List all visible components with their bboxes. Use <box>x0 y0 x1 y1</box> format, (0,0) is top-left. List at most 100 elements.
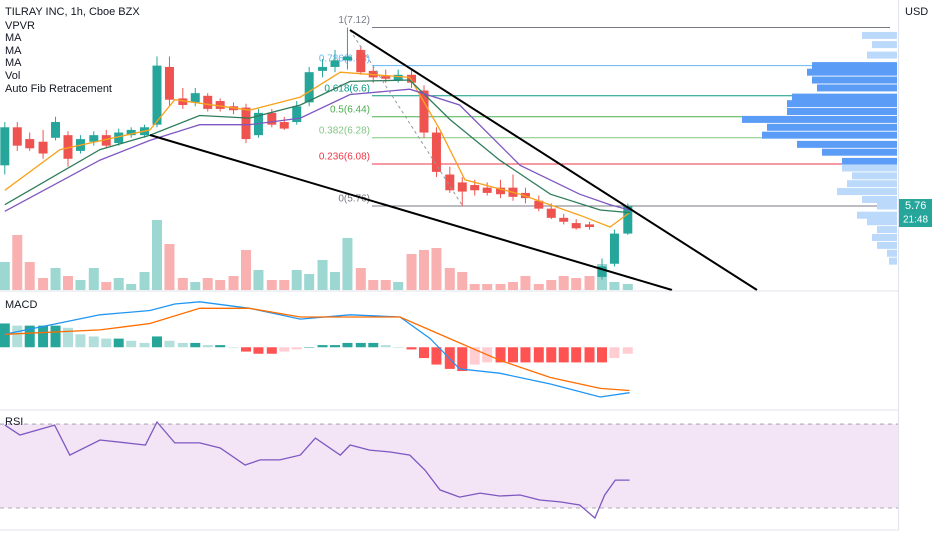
candle-body <box>126 129 136 136</box>
volume-bar <box>368 280 379 290</box>
volume-bar <box>406 254 417 290</box>
macd-histogram-bar <box>571 347 582 363</box>
macd-histogram-bar <box>418 347 429 359</box>
macd-histogram-bar <box>177 342 188 348</box>
main-layer <box>0 27 633 520</box>
macd-histogram-bar <box>406 347 417 350</box>
indicator-line <box>4 71 630 228</box>
candle-body <box>152 65 162 125</box>
macd-histogram-bar <box>228 347 239 348</box>
volume-bar <box>215 280 226 290</box>
volume-profile-row <box>742 115 897 123</box>
macd-histogram-bar <box>520 347 531 363</box>
candle-body <box>419 90 429 133</box>
volume-bar <box>317 260 328 290</box>
fib-label: 0.236(6.08) <box>319 152 370 163</box>
candle-body <box>101 135 111 146</box>
candle-body <box>164 66 174 100</box>
volume-bar <box>558 276 569 290</box>
volume-profile-row <box>817 84 897 92</box>
candle-body <box>38 141 48 154</box>
candle-body <box>571 223 581 229</box>
volume-profile-row <box>792 93 897 101</box>
volume-profile-row <box>842 164 897 172</box>
indicator-line <box>4 301 630 398</box>
macd-histogram-bar <box>253 347 264 354</box>
candle-body <box>534 200 544 209</box>
volume-bar <box>164 244 175 290</box>
macd-histogram-bar <box>12 325 23 348</box>
candle-body <box>267 112 277 125</box>
macd-histogram-bar <box>151 336 162 348</box>
last-price-label: 5.76 <box>905 200 926 212</box>
volume-bar <box>240 250 251 290</box>
volume-profile-row <box>857 211 897 219</box>
macd-histogram-bar <box>558 347 569 363</box>
candle-body <box>546 208 556 218</box>
volume-bar <box>0 262 10 290</box>
volume-profile-row <box>862 31 897 39</box>
legend-entry: MA <box>5 32 22 44</box>
rsi-band <box>0 424 898 508</box>
volume-bar <box>291 270 302 290</box>
volume-bar <box>520 276 531 290</box>
candle-body <box>190 93 200 103</box>
volume-profile-row <box>837 188 897 196</box>
macd-histogram-bar <box>431 347 442 365</box>
volume-bar <box>88 268 99 290</box>
indicator-line <box>4 88 630 212</box>
legend-entry: MA <box>5 45 22 57</box>
volume-bar <box>139 272 150 290</box>
volume-bar <box>228 276 239 290</box>
fib-trend-line <box>349 29 463 206</box>
volume-profile-row <box>812 76 897 84</box>
candle-body <box>585 224 595 228</box>
candle-body <box>279 122 289 129</box>
volume-profile-row <box>872 41 897 49</box>
back-layer: 1(7.12)0.786(6.83)0.618(6.6)0.5(6.44)0.3… <box>0 15 898 509</box>
candle-body <box>431 132 441 172</box>
volume-profile-row <box>797 140 897 148</box>
candle-body <box>114 132 124 144</box>
macd-histogram-bar <box>62 327 73 348</box>
trend-line <box>349 29 758 291</box>
legend-entry: Vol <box>5 70 20 82</box>
candle-body <box>215 101 225 109</box>
indicator-line <box>4 79 630 214</box>
candle-body <box>12 127 22 146</box>
candle-body <box>330 60 340 67</box>
candle-body <box>304 72 314 103</box>
candle-body <box>241 107 251 140</box>
macd-histogram-bar <box>507 347 518 363</box>
pane-title: MACD <box>5 299 37 311</box>
volume-bar <box>584 276 595 290</box>
countdown-box <box>899 213 932 228</box>
volume-bar <box>533 284 544 290</box>
volume-bar <box>469 284 480 290</box>
indicator-line <box>4 420 630 520</box>
volume-profile-row <box>877 226 897 234</box>
volume-bar <box>12 235 23 290</box>
currency: USD <box>905 6 928 18</box>
candle-body <box>203 95 213 109</box>
legend-entry: MA <box>5 57 22 69</box>
fib-label: 0.5(6.44) <box>330 104 370 115</box>
macd-histogram-bar <box>24 325 35 348</box>
countdown-label: 21:48 <box>903 215 928 226</box>
volume-bar <box>202 278 213 290</box>
candle-body <box>609 233 619 264</box>
volume-bar <box>50 268 61 290</box>
volume-profile-row <box>762 131 897 139</box>
macd-histogram-bar <box>291 347 302 350</box>
macd-histogram-bar <box>202 345 213 348</box>
last-price-box <box>899 199 932 214</box>
macd-histogram-bar <box>533 347 544 363</box>
candle-body <box>51 122 61 138</box>
macd-histogram-bar <box>596 347 607 363</box>
candle-body <box>381 76 391 79</box>
volume-profile-row <box>887 249 897 257</box>
fib-label: 1(7.12) <box>338 15 370 26</box>
legend-entry: Auto Fib Retracement <box>5 83 112 95</box>
candle-body <box>89 135 99 142</box>
